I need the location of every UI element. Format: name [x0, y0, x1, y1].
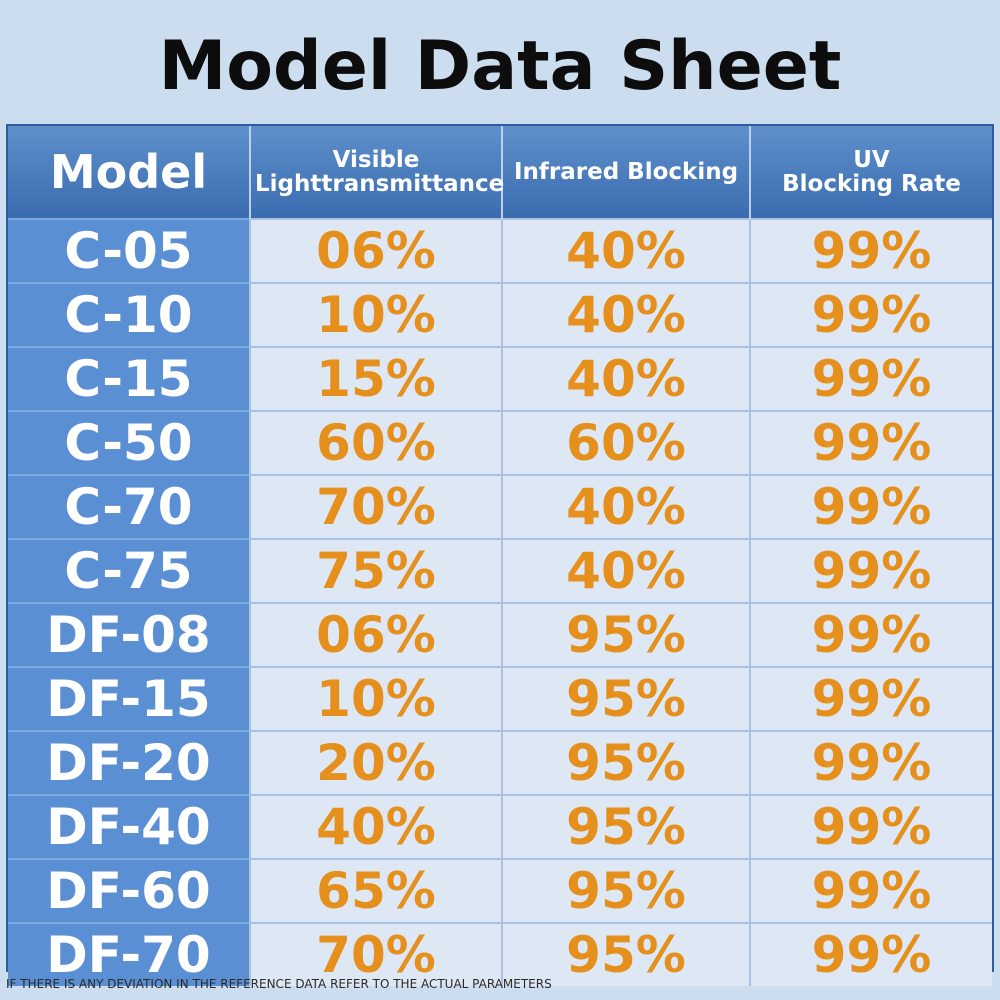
- table-row: DF-40 40% 95% 99%: [8, 794, 992, 859]
- table-row: DF-70 70% 95% 99%: [8, 922, 992, 986]
- table-row: DF-60 65% 95% 99%: [8, 858, 992, 923]
- model-cell: DF-70: [8, 922, 250, 986]
- model-cell: DF-15: [8, 666, 250, 731]
- infrared-cell: 40%: [501, 538, 750, 603]
- infrared-cell: 40%: [501, 346, 750, 411]
- table-header-row: Model Visible Lighttransmittance Infrare…: [8, 126, 992, 219]
- table-row: C-10 10% 40% 99%: [8, 282, 992, 347]
- model-cell: C-75: [8, 538, 250, 603]
- infrared-cell: 95%: [501, 794, 750, 859]
- uv-cell: 99%: [749, 474, 992, 539]
- infrared-cell: 60%: [501, 410, 750, 475]
- visible-light-cell: 06%: [249, 602, 502, 667]
- model-cell: DF-20: [8, 730, 250, 795]
- column-header-uv: UV Blocking Rate: [749, 126, 992, 219]
- column-header-infrared: Infrared Blocking: [501, 126, 750, 219]
- disclaimer-note: IF THERE IS ANY DEVIATION IN THE REFEREN…: [6, 977, 552, 991]
- model-cell: C-10: [8, 282, 250, 347]
- model-cell: DF-08: [8, 602, 250, 667]
- column-header-visible-light: Visible Lighttransmittance: [249, 126, 505, 219]
- model-cell: C-05: [8, 218, 250, 283]
- model-cell: C-70: [8, 474, 250, 539]
- column-header-model: Model: [8, 126, 250, 219]
- visible-light-cell: 70%: [249, 922, 502, 986]
- model-cell: C-50: [8, 410, 250, 475]
- table-row: C-15 15% 40% 99%: [8, 346, 992, 411]
- visible-light-cell: 06%: [249, 218, 502, 283]
- table-row: C-75 75% 40% 99%: [8, 538, 992, 603]
- visible-light-cell: 10%: [249, 666, 502, 731]
- model-data-table: Model Visible Lighttransmittance Infrare…: [6, 124, 994, 986]
- table-row: C-50 60% 60% 99%: [8, 410, 992, 475]
- model-cell: C-15: [8, 346, 250, 411]
- model-cell: DF-60: [8, 858, 250, 923]
- table-row: C-70 70% 40% 99%: [8, 474, 992, 539]
- uv-cell: 99%: [749, 218, 992, 283]
- infrared-cell: 40%: [501, 218, 750, 283]
- table-row: DF-08 06% 95% 99%: [8, 602, 992, 667]
- uv-cell: 99%: [749, 730, 992, 795]
- infrared-cell: 95%: [501, 730, 750, 795]
- page-title: Model Data Sheet: [158, 27, 842, 106]
- visible-light-cell: 15%: [249, 346, 502, 411]
- uv-cell: 99%: [749, 282, 992, 347]
- visible-light-cell: 60%: [249, 410, 502, 475]
- table-row: DF-20 20% 95% 99%: [8, 730, 992, 795]
- visible-light-cell: 40%: [249, 794, 502, 859]
- uv-cell: 99%: [749, 794, 992, 859]
- infrared-cell: 40%: [501, 282, 750, 347]
- visible-light-cell: 70%: [249, 474, 502, 539]
- uv-cell: 99%: [749, 858, 992, 923]
- visible-light-cell: 65%: [249, 858, 502, 923]
- visible-light-cell: 20%: [249, 730, 502, 795]
- uv-cell: 99%: [749, 666, 992, 731]
- infrared-cell: 95%: [501, 666, 750, 731]
- column-header-uv-line2: Blocking Rate: [782, 171, 961, 197]
- uv-cell: 99%: [749, 346, 992, 411]
- column-header-uv-line1: UV: [853, 147, 890, 173]
- visible-light-cell: 10%: [249, 282, 502, 347]
- column-header-visible-line1: Visible: [332, 147, 420, 173]
- data-table: Model Visible Lighttransmittance Infrare…: [8, 126, 992, 986]
- column-header-visible-line2: Lighttransmittance: [255, 171, 505, 197]
- infrared-cell: 40%: [501, 474, 750, 539]
- infrared-cell: 95%: [501, 922, 750, 986]
- infrared-cell: 95%: [501, 602, 750, 667]
- infrared-cell: 95%: [501, 858, 750, 923]
- uv-cell: 99%: [749, 538, 992, 603]
- table-row: C-05 06% 40% 99%: [8, 218, 992, 283]
- visible-light-cell: 75%: [249, 538, 502, 603]
- model-cell: DF-40: [8, 794, 250, 859]
- uv-cell: 99%: [749, 410, 992, 475]
- uv-cell: 99%: [749, 922, 992, 986]
- table-row: DF-15 10% 95% 99%: [8, 666, 992, 731]
- uv-cell: 99%: [749, 602, 992, 667]
